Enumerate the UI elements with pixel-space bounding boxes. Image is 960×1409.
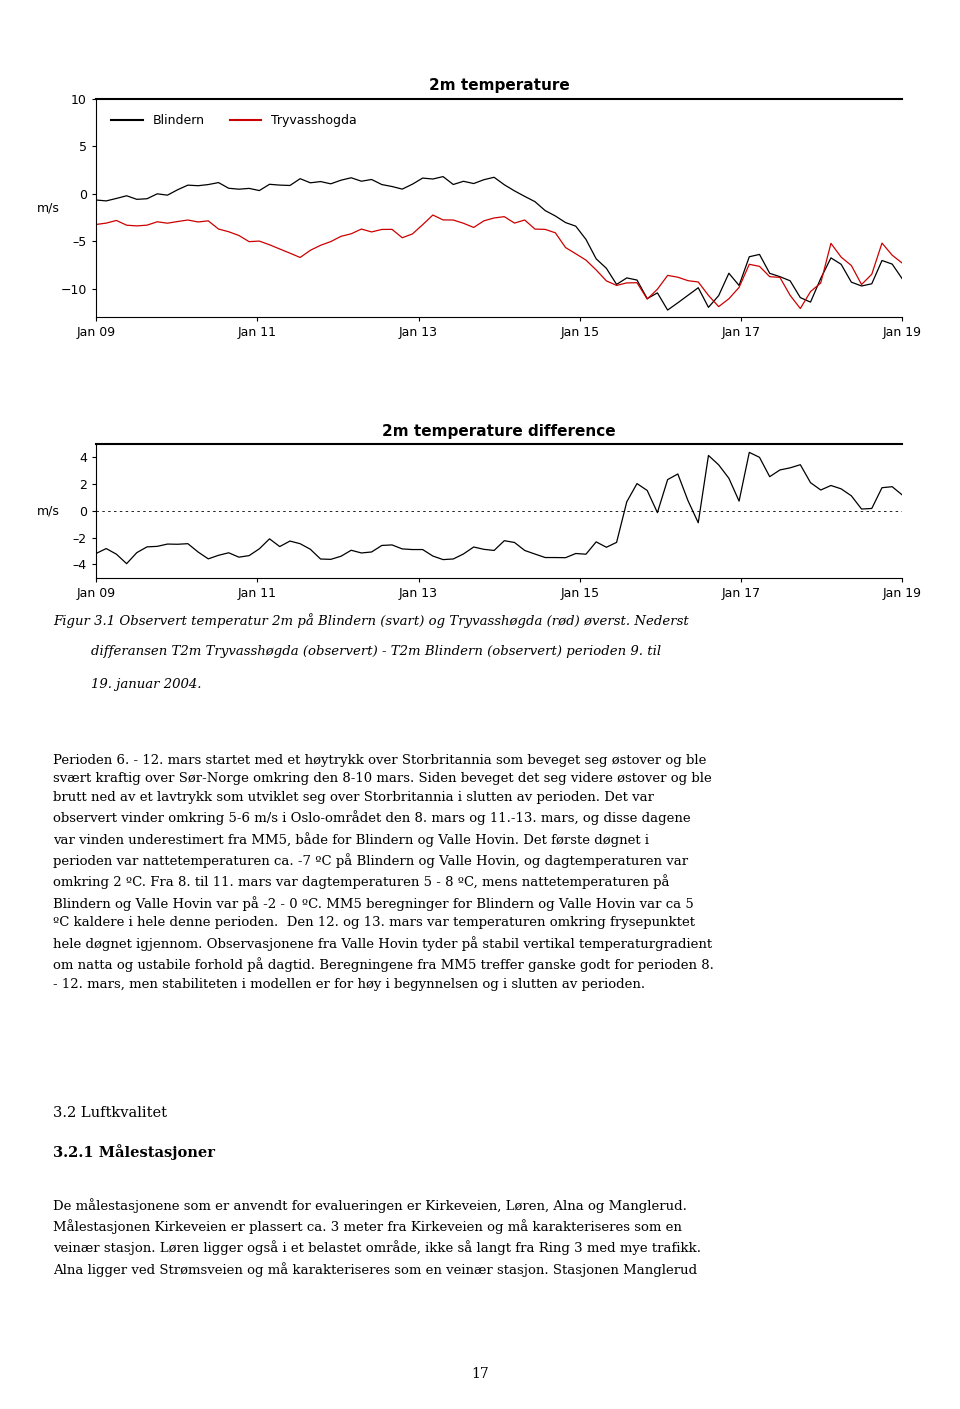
Y-axis label: m/s: m/s — [36, 504, 60, 517]
Text: 17: 17 — [471, 1367, 489, 1381]
Text: Perioden 6. - 12. mars startet med et høytrykk over Storbritannia som beveget se: Perioden 6. - 12. mars startet med et hø… — [53, 754, 713, 991]
Text: 3.2.1 Målestasjoner: 3.2.1 Målestasjoner — [53, 1144, 215, 1160]
Text: 3.2 Luftkvalitet: 3.2 Luftkvalitet — [53, 1106, 167, 1120]
Text: 19. januar 2004.: 19. januar 2004. — [91, 678, 202, 690]
Text: differansen T2m Tryvasshøgda (observert) - T2m Blindern (observert) perioden 9. : differansen T2m Tryvasshøgda (observert)… — [91, 645, 661, 658]
Text: De målestasjonene som er anvendt for evalueringen er Kirkeveien, Løren, Alna og : De målestasjonene som er anvendt for eva… — [53, 1198, 701, 1277]
Title: 2m temperature difference: 2m temperature difference — [382, 424, 616, 438]
Title: 2m temperature: 2m temperature — [429, 79, 569, 93]
Y-axis label: m/s: m/s — [36, 201, 60, 214]
Text: Figur 3.1 Observert temperatur 2m på Blindern (svart) og Tryvasshøgda (rød) øver: Figur 3.1 Observert temperatur 2m på Bli… — [53, 613, 688, 628]
Legend: Blindern, Tryvasshogda: Blindern, Tryvasshogda — [107, 110, 362, 132]
